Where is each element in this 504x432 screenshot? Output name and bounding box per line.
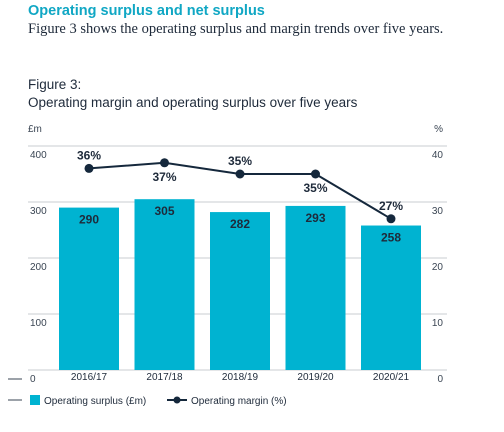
bar bbox=[361, 225, 421, 370]
margin-point bbox=[160, 158, 169, 168]
x-tick-label: 2018/19 bbox=[222, 372, 259, 383]
right-tick-label: 0 bbox=[437, 374, 443, 385]
right-tick-label: 10 bbox=[432, 318, 444, 329]
intro-text: Figure 3 shows the operating surplus and… bbox=[28, 21, 444, 37]
legend-bar-label: Operating surplus (£m) bbox=[44, 396, 146, 407]
left-tick-label: 100 bbox=[30, 318, 47, 329]
bar-value-label: 305 bbox=[154, 204, 174, 218]
legend: Operating surplus (£m) Operating margin (… bbox=[8, 395, 287, 407]
figure-label: Figure 3: bbox=[28, 77, 82, 92]
bar-series bbox=[59, 199, 421, 370]
chart-title: Operating margin and operating surplus o… bbox=[28, 95, 358, 110]
margin-point bbox=[84, 163, 94, 173]
margin-value-label: 35% bbox=[303, 181, 327, 195]
x-tick-label: 2016/17 bbox=[71, 372, 108, 383]
bar bbox=[134, 199, 195, 370]
x-tick-label: 2019/20 bbox=[297, 372, 334, 383]
legend-line-marker bbox=[173, 396, 181, 404]
right-tick-label: 30 bbox=[432, 206, 444, 217]
bar-value-label: 282 bbox=[230, 217, 250, 231]
x-tick-label: 2017/18 bbox=[146, 372, 183, 383]
left-tick-label: 300 bbox=[30, 206, 47, 217]
left-tick-label: 200 bbox=[30, 262, 47, 273]
bar-value-label: 290 bbox=[79, 213, 99, 227]
left-tick-label: 0 bbox=[30, 374, 36, 385]
section-heading: Operating surplus and net surplus bbox=[28, 3, 265, 19]
margin-point bbox=[235, 169, 245, 179]
left-tick-label: 400 bbox=[30, 150, 47, 161]
margin-value-label: 27% bbox=[379, 199, 403, 213]
line-series bbox=[84, 158, 396, 224]
x-tick-label: 2020/21 bbox=[373, 372, 410, 383]
bar bbox=[210, 212, 270, 370]
margin-point bbox=[311, 169, 320, 179]
margin-value-label: 36% bbox=[77, 148, 101, 162]
bar bbox=[285, 205, 346, 370]
margin-value-label: 37% bbox=[152, 170, 176, 184]
right-axis-unit: % bbox=[434, 124, 443, 135]
margin-point bbox=[386, 214, 396, 224]
legend-line-label: Operating margin (%) bbox=[191, 396, 287, 407]
margin-value-label: 35% bbox=[228, 154, 252, 168]
bar-value-label: 293 bbox=[305, 211, 325, 225]
bar-value-label: 258 bbox=[381, 231, 401, 245]
chart-labels: £m % 0 0 100 10 200 20 300 30 400 40 290 2016/17 305 20… bbox=[28, 124, 443, 385]
bar bbox=[59, 207, 119, 370]
left-axis-unit: £m bbox=[28, 124, 42, 135]
legend-bar-swatch bbox=[30, 395, 40, 405]
right-tick-label: 20 bbox=[432, 262, 444, 273]
right-tick-label: 40 bbox=[432, 150, 444, 161]
